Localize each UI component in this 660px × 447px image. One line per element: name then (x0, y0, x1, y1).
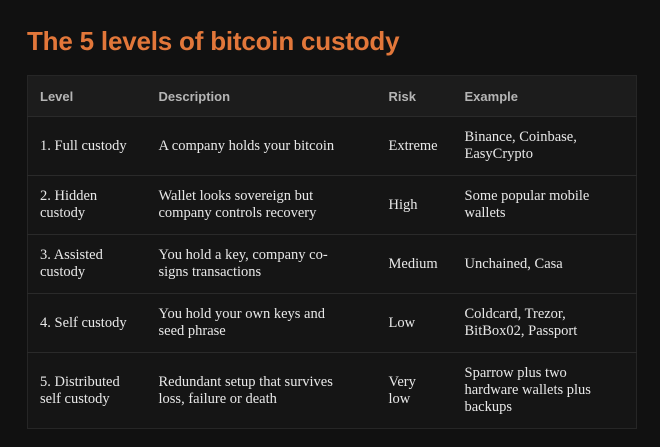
header-risk: Risk (376, 75, 453, 117)
cell-risk: Medium (376, 234, 453, 294)
header-description: Description (146, 75, 377, 117)
cell-risk: Low (376, 293, 453, 353)
page-title: The 5 levels of bitcoin custody (27, 26, 400, 56)
cell-example: Coldcard, Trezor, BitBox02, Passport (452, 293, 637, 353)
header-example: Example (452, 75, 637, 117)
cell-example: Unchained, Casa (452, 234, 637, 294)
header-level: Level (27, 75, 147, 117)
cell-example: Binance, Coinbase, EasyCrypto (452, 116, 637, 176)
cell-description: Wallet looks sovereign but company contr… (146, 175, 377, 235)
cell-example: Sparrow plus two hardware wallets plus b… (464, 365, 591, 415)
cell-description: You hold your own keys and seed phrase (146, 293, 377, 353)
cell-level: 2. Hidden custody (27, 175, 147, 235)
table-row: 4. Self custody You hold your own keys a… (27, 293, 637, 353)
cell-description: You hold a key, company co-signs transac… (146, 234, 377, 294)
cell-risk: Very low (388, 373, 416, 407)
table-row: 1. Full custody A company holds your bit… (27, 116, 637, 176)
cell-risk: Extreme (376, 116, 453, 176)
cell-level: 4. Self custody (27, 293, 147, 353)
cell-level: 1. Full custody (27, 116, 147, 176)
cell-level: 5. Distributed self custody (40, 373, 120, 407)
cell-level: 3. Assisted custody (27, 234, 147, 294)
cell-example: Some popular mobile wallets (452, 175, 637, 235)
cell-description: A company holds your bitcoin (146, 116, 377, 176)
cell-description: Redundant setup that survives loss, fail… (158, 373, 333, 407)
table-row: 5. Distributed self custody Redundant se… (28, 353, 637, 429)
table-row: 3. Assisted custody You hold a key, comp… (27, 234, 637, 294)
cell-risk: High (376, 175, 453, 235)
table-header-row: Level Description Risk Example (27, 75, 637, 117)
custody-table: Level Description Risk Example 1. Full c… (27, 75, 637, 429)
table-row: 2. Hidden custody Wallet looks sovereign… (27, 175, 637, 235)
